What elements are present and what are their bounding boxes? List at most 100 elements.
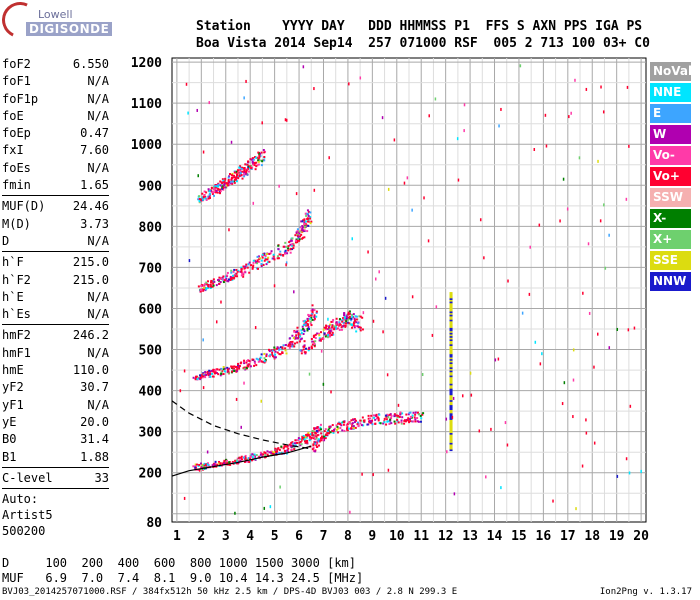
echo-point (251, 358, 254, 361)
echo-point (357, 425, 360, 428)
echo-point (213, 369, 216, 372)
echo-point (251, 267, 254, 270)
echo-point (414, 411, 417, 414)
echo-point (300, 352, 303, 355)
echo-point (312, 437, 315, 440)
echo-point (294, 337, 297, 340)
echo-point (195, 375, 198, 378)
echo-point (260, 265, 263, 268)
echo-point (194, 465, 197, 468)
echo-point (298, 239, 301, 242)
echo-point (313, 309, 316, 312)
echo-point (294, 342, 297, 345)
echo-point (258, 260, 261, 263)
echo-point (348, 310, 351, 313)
echo-point (322, 382, 325, 386)
echo-point (409, 420, 412, 423)
echo-point (563, 381, 566, 385)
echo-point (311, 431, 314, 434)
echo-point (322, 435, 325, 438)
echo-point (449, 402, 453, 406)
echo-point (254, 168, 257, 171)
echo-point (332, 333, 335, 336)
echo-point (238, 365, 241, 368)
echo-point (290, 239, 293, 242)
echo-point (289, 341, 292, 344)
echo-point (301, 230, 304, 233)
echo-point (552, 499, 554, 503)
echo-point (386, 413, 389, 416)
echo-point (310, 324, 313, 327)
echo-point (449, 385, 453, 389)
echo-point (243, 173, 246, 176)
echo-point (291, 343, 294, 346)
echo-point (252, 264, 255, 267)
echo-point (260, 399, 262, 403)
echo-point (337, 327, 340, 330)
echo-point (295, 231, 298, 234)
echo-point (350, 317, 353, 320)
echo-point (348, 82, 350, 86)
echo-point (325, 334, 328, 337)
echo-point (214, 462, 217, 465)
echo-point (300, 337, 303, 340)
echo-point (449, 443, 453, 447)
echo-point (329, 425, 332, 428)
echo-point (286, 449, 289, 452)
echo-point (314, 450, 317, 453)
echo-point (452, 396, 455, 400)
echo-point (304, 351, 307, 354)
echo-point (428, 114, 430, 118)
echo-point (297, 437, 300, 440)
echo-point (290, 444, 293, 447)
echo-point (449, 331, 453, 335)
echo-point (199, 374, 202, 377)
echo-point (212, 186, 215, 189)
echo-point (254, 326, 257, 330)
echo-point (279, 346, 282, 349)
echo-point (325, 325, 328, 328)
echo-point (221, 186, 224, 189)
echo-point (234, 459, 237, 462)
echo-point (239, 459, 242, 462)
echo-point (457, 178, 460, 182)
echo-point (338, 318, 341, 321)
echo-point (359, 328, 362, 331)
echo-point (413, 416, 416, 419)
param-row: h`E N/A (2, 289, 109, 306)
echo-point (230, 365, 233, 368)
echo-point (227, 280, 230, 283)
echo-point (331, 424, 334, 427)
echo-point (311, 430, 314, 433)
echo-point (320, 432, 323, 435)
param-name: yF2 (2, 380, 24, 395)
echo-point (309, 317, 312, 320)
y-tick-label: 80 (146, 516, 162, 531)
echo-point (412, 420, 415, 423)
echo-point (247, 165, 250, 168)
echo-point (399, 411, 402, 414)
echo-point (246, 266, 249, 269)
echo-point (207, 188, 210, 191)
legend-entry: NNW (650, 272, 691, 291)
echo-point (312, 430, 315, 433)
echo-point (338, 328, 341, 331)
echo-point (449, 410, 453, 414)
echo-point (260, 263, 263, 266)
echo-point (353, 320, 356, 323)
echo-point (285, 118, 288, 122)
echo-point (249, 158, 252, 161)
echo-point (225, 184, 228, 187)
echo-point (521, 311, 524, 315)
x-tick-label: 16 (536, 529, 552, 544)
echo-point (243, 96, 245, 100)
echo-point (245, 171, 248, 174)
echo-point (263, 259, 266, 262)
echo-point (483, 256, 485, 260)
echo-point (333, 328, 336, 331)
echo-point (253, 360, 256, 363)
echo-point (449, 411, 453, 415)
echo-point (504, 421, 507, 425)
echo-point (311, 340, 314, 343)
echo-point (300, 220, 303, 223)
